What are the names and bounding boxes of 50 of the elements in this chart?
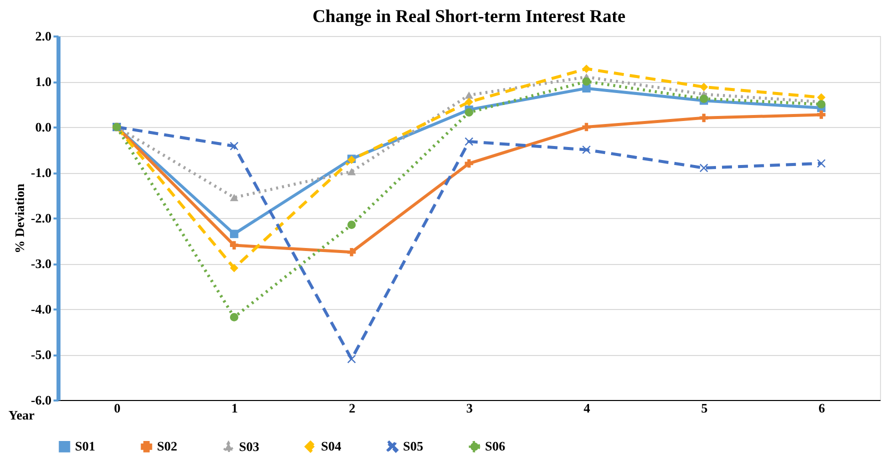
point	[347, 248, 356, 256]
legend-label: S05	[403, 438, 424, 454]
legend-label: S06	[485, 438, 506, 454]
x-tick-label: 2	[348, 400, 356, 416]
point	[464, 108, 474, 117]
point	[582, 146, 591, 154]
legend-label: S04	[321, 438, 342, 454]
point	[464, 92, 474, 99]
point	[817, 159, 826, 168]
y-tick-label: -6.0	[30, 392, 52, 408]
point	[582, 77, 591, 86]
y-tick-label: 1.0	[35, 74, 52, 89]
x-tick-label: 5	[701, 400, 708, 416]
point	[700, 164, 708, 172]
point	[347, 168, 356, 176]
point	[230, 313, 238, 322]
point	[230, 142, 238, 150]
legend-label: S02	[157, 438, 178, 454]
point	[230, 194, 238, 202]
x-tick-label: 0	[114, 400, 120, 416]
legend-label: S01	[75, 438, 96, 454]
x-tick-label: 3	[466, 400, 474, 416]
point	[347, 354, 356, 364]
y-tick-label: -3.0	[30, 256, 52, 271]
y-tick-label: 2.0	[35, 28, 52, 44]
point	[230, 241, 238, 250]
y-tick-label: -5.0	[30, 347, 52, 362]
point	[582, 122, 591, 132]
y-tick-label: 0.0	[35, 120, 52, 134]
point	[582, 64, 591, 73]
y-tick-label: -4.0	[30, 302, 52, 316]
y-tick-label: -1.0	[30, 165, 52, 180]
point	[700, 114, 708, 122]
x-tick-label: 1	[231, 400, 238, 416]
x-tick-label: 4	[584, 400, 591, 416]
chart-title: Change in Real Short-term Interest Rate	[312, 6, 626, 26]
legend-label: S03	[239, 438, 260, 454]
point	[464, 159, 474, 168]
y-tick-label: -2.0	[30, 210, 52, 226]
y-axis-title: % Deviation	[12, 182, 27, 254]
point	[817, 100, 826, 108]
x-tick-label: 6	[818, 400, 826, 416]
point	[347, 220, 356, 229]
point	[700, 82, 708, 92]
point	[230, 264, 238, 272]
point	[230, 230, 238, 238]
point	[817, 110, 826, 119]
point	[464, 98, 474, 106]
point	[464, 137, 474, 146]
x-axis-title: Year	[8, 408, 35, 422]
